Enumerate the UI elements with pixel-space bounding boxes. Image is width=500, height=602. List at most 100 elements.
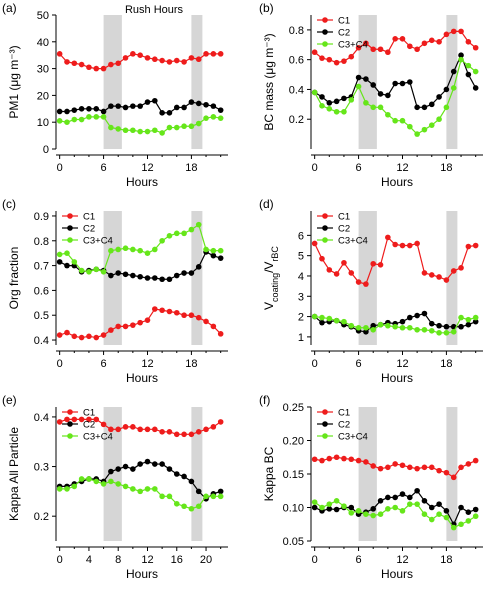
x-tick-label: 12 [396,554,408,566]
data-point [108,468,114,475]
data-point [326,506,333,512]
rush-hours-band [358,15,377,149]
x-tick-label: 4 [86,554,92,566]
chart-panel: 0.2 0.3 0.4 0 4 8 12 16 20 Hours Kappa All Particl… [2,393,228,581]
data-point [100,114,107,120]
data-point [166,124,173,131]
x-tick-label: 0 [312,554,318,566]
data-point [152,127,158,134]
data-point [130,246,136,253]
rush-hours-annotation: Rush Hours [125,4,184,16]
data-point [326,106,333,112]
data-point [137,461,143,467]
data-point [122,424,129,430]
data-point [428,122,435,128]
data-point [465,71,472,78]
x-tick-label: 18 [440,162,452,174]
data-point [450,268,457,274]
rush-hours-band [446,211,458,345]
y-tick-label: 0.5 [34,310,49,322]
data-point [377,91,384,97]
data-point [421,270,428,276]
data-point [392,241,398,248]
y-tick-label: 0 [43,144,49,156]
data-point [173,230,180,237]
data-point [195,221,202,228]
data-point [188,99,195,105]
data-point [130,127,136,134]
data-point [399,324,406,331]
legend-marker [67,213,73,219]
legend-marker [322,17,328,23]
data-point [407,464,413,471]
x-tick-label: 12 [396,162,408,174]
data-point [458,464,464,471]
data-point [152,486,158,492]
x-tick-label: 18 [185,162,197,174]
data-point [78,61,85,68]
y-tick-label: 0.10 [283,503,304,515]
data-point [450,474,457,481]
data-point [166,466,173,472]
y-tick-label: 0.8 [34,236,49,248]
data-point [86,114,92,120]
data-point [108,426,114,433]
data-point [86,333,92,340]
data-point [188,312,195,319]
data-point [130,424,136,430]
data-point [370,104,377,111]
data-point [122,483,129,490]
data-point [144,128,151,135]
data-point [414,326,420,333]
data-point [93,65,100,72]
y-tick-label: 0.6 [289,55,304,67]
data-point [385,49,391,56]
data-point [465,321,472,328]
y-tick-label: 0.4 [34,335,49,347]
data-point [188,478,195,485]
data-point [421,310,428,317]
data-point [443,31,450,38]
data-point [443,104,450,111]
data-point [326,455,333,462]
legend-label: C2 [83,224,95,235]
data-point [377,262,384,268]
data-point [122,55,129,61]
data-point [195,56,202,63]
data-point [78,476,85,482]
data-point [392,494,398,501]
data-point [443,277,450,283]
data-point [311,504,318,511]
data-point [159,110,165,116]
x-tick-label: 12 [396,358,408,370]
data-point [363,100,369,106]
data-point [348,53,355,60]
data-point [217,419,224,425]
y-axis-label: Kappa All Particle [7,427,21,521]
data-point [203,51,209,57]
data-point [319,255,325,262]
data-point [100,481,107,487]
data-point [166,429,173,435]
data-point [399,491,406,497]
data-point [333,506,340,513]
rush-hours-band [103,211,122,345]
data-point [472,242,479,249]
data-point [414,104,420,111]
legend-marker [322,225,328,231]
data-point [414,312,420,319]
x-tick-label: 20 [200,554,212,566]
data-point [181,270,187,276]
data-point [137,273,143,280]
y-tick-label: 0.4 [289,84,304,96]
data-point [319,94,325,100]
data-point [355,324,362,331]
data-point [210,252,217,259]
data-point [100,332,107,338]
data-point [173,431,180,438]
data-point [122,463,129,470]
data-point [333,317,340,324]
data-point [100,421,107,428]
y-tick-label: 0.2 [289,114,304,126]
